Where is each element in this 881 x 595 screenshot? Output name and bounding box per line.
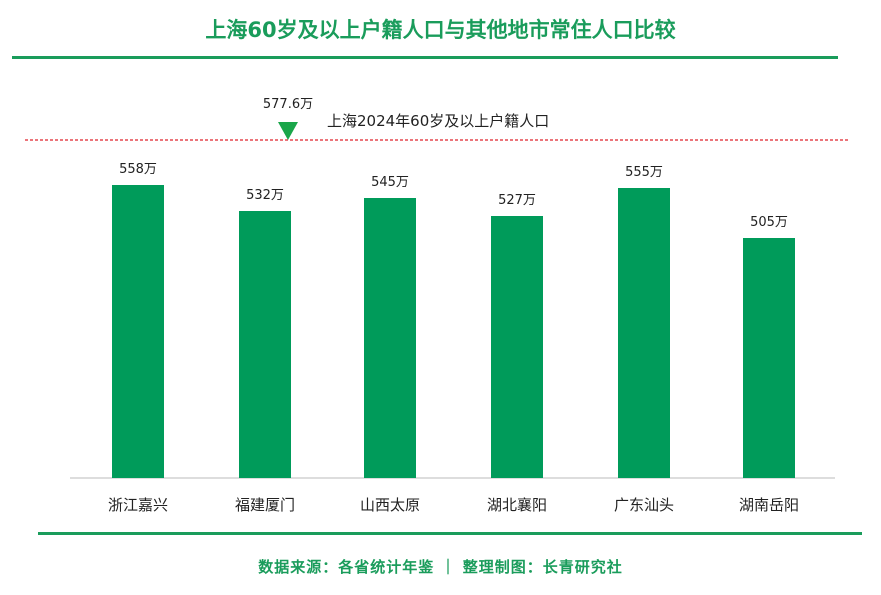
bar [618, 188, 670, 478]
chart-title: 上海60岁及以上户籍人口与其他地市常住人口比较 [205, 18, 676, 42]
x-tick-label: 湖北襄阳 [487, 496, 547, 514]
data-label: 558万 [119, 162, 157, 177]
x-tick-label: 山西太原 [360, 496, 420, 514]
bar [743, 238, 795, 478]
bar [239, 211, 291, 478]
footer-divider [38, 532, 862, 535]
x-tick-label: 福建厦门 [235, 496, 295, 514]
bar [491, 216, 543, 478]
reference-value-label: 577.6万 [263, 97, 313, 112]
reference-marker-icon [278, 122, 298, 140]
bar [364, 198, 416, 478]
data-label: 505万 [750, 215, 788, 230]
bar [112, 185, 164, 478]
reference-label: 上海2024年60岁及以上户籍人口 [327, 112, 549, 130]
data-label: 527万 [498, 193, 536, 208]
data-label: 532万 [246, 188, 284, 203]
x-tick-label: 浙江嘉兴 [108, 496, 168, 514]
data-label: 555万 [625, 165, 663, 180]
x-tick-label: 湖南岳阳 [739, 496, 799, 514]
title-divider [12, 56, 838, 59]
x-tick-label: 广东汕头 [614, 496, 674, 514]
data-label: 545万 [371, 175, 409, 190]
source-note: 数据来源：各省统计年鉴 ｜ 整理制图：长青研究社 [258, 558, 623, 576]
